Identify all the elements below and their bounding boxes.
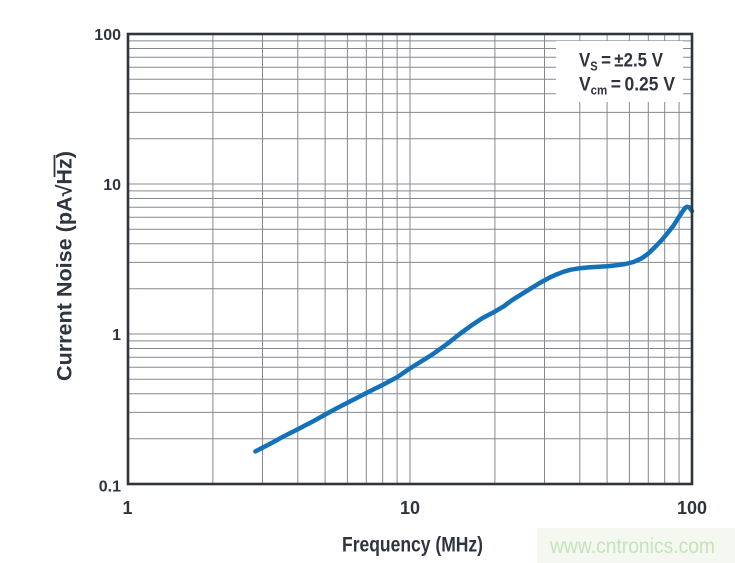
svg-text:0.1: 0.1 xyxy=(99,479,121,496)
svg-text:1: 1 xyxy=(122,498,132,518)
svg-text:10: 10 xyxy=(400,498,420,518)
svg-text:10: 10 xyxy=(103,177,121,194)
svg-text:VS = ±2.5 V: VS = ±2.5 V xyxy=(579,51,663,74)
svg-text:100: 100 xyxy=(94,27,121,44)
svg-text:Current Noise (pA√Hz): Current Noise (pA√Hz) xyxy=(54,151,77,381)
svg-text:100: 100 xyxy=(677,498,707,518)
svg-text:www.cntronics.com: www.cntronics.com xyxy=(549,535,715,558)
svg-text:1: 1 xyxy=(112,327,121,344)
svg-text:Frequency (MHz): Frequency (MHz) xyxy=(342,534,483,557)
